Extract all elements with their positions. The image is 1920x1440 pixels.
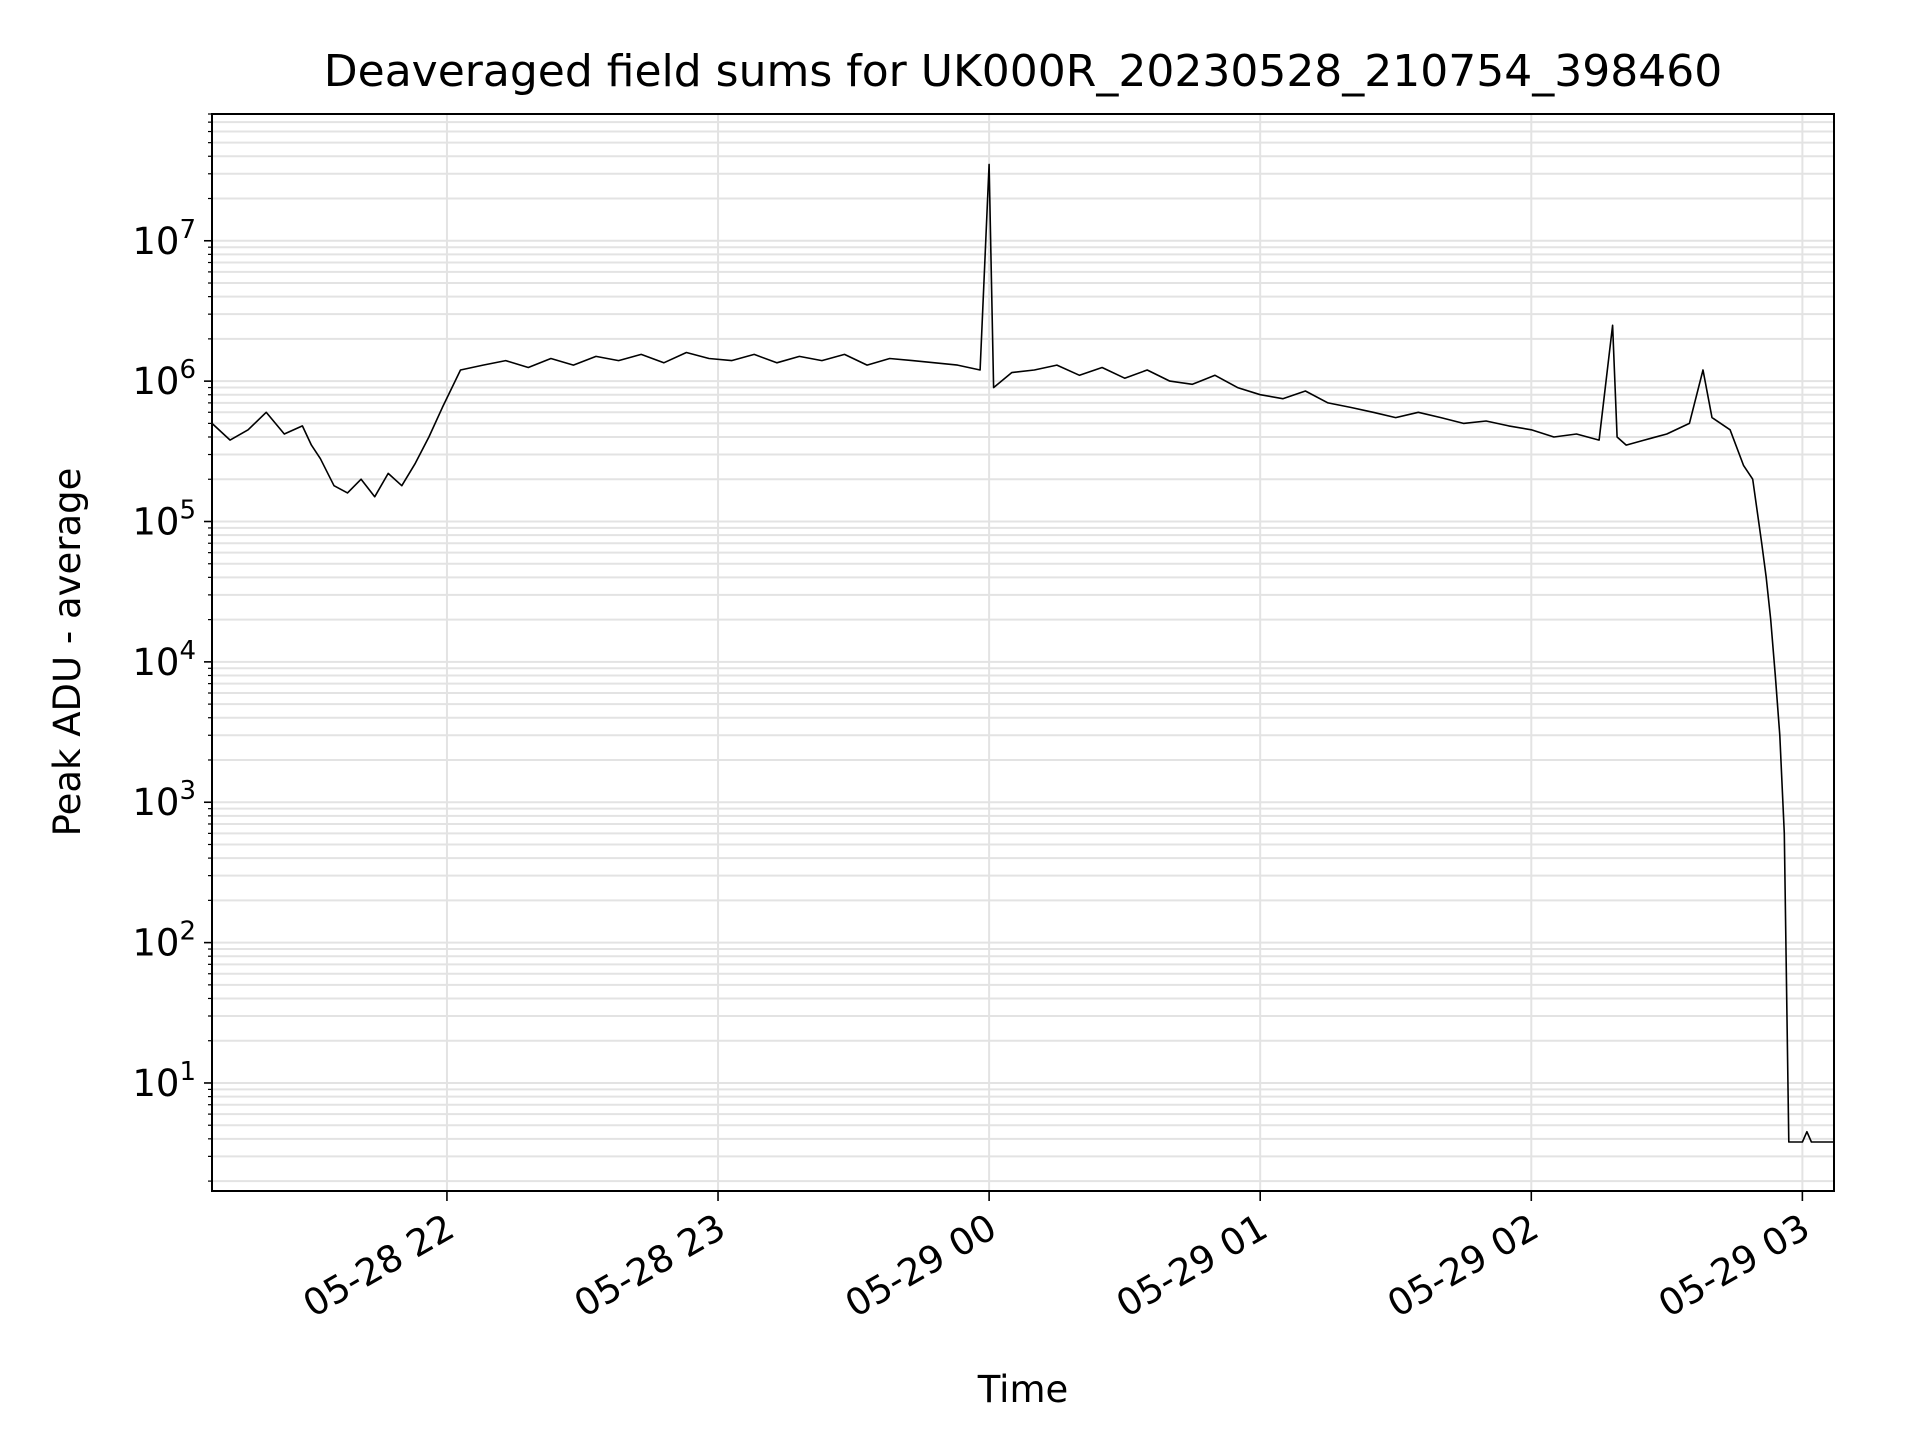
y-axis-label: Peak ADU - average (46, 468, 89, 837)
y-tick-label: 106 (132, 355, 196, 403)
y-tick-label: 102 (132, 917, 196, 965)
plot-frame (211, 113, 1835, 1192)
y-tick-label: 105 (132, 496, 196, 544)
x-axis-label: Time (977, 1368, 1069, 1411)
grid-lines (212, 113, 1834, 1191)
series-line (211, 163, 1834, 1143)
chart-title: Deaveraged field sums for UK000R_2023052… (324, 46, 1722, 97)
y-tick-label: 107 (132, 215, 196, 263)
y-tick-label: 101 (132, 1057, 196, 1105)
y-tick-label: 103 (132, 776, 196, 824)
y-tick-label: 104 (132, 636, 196, 684)
